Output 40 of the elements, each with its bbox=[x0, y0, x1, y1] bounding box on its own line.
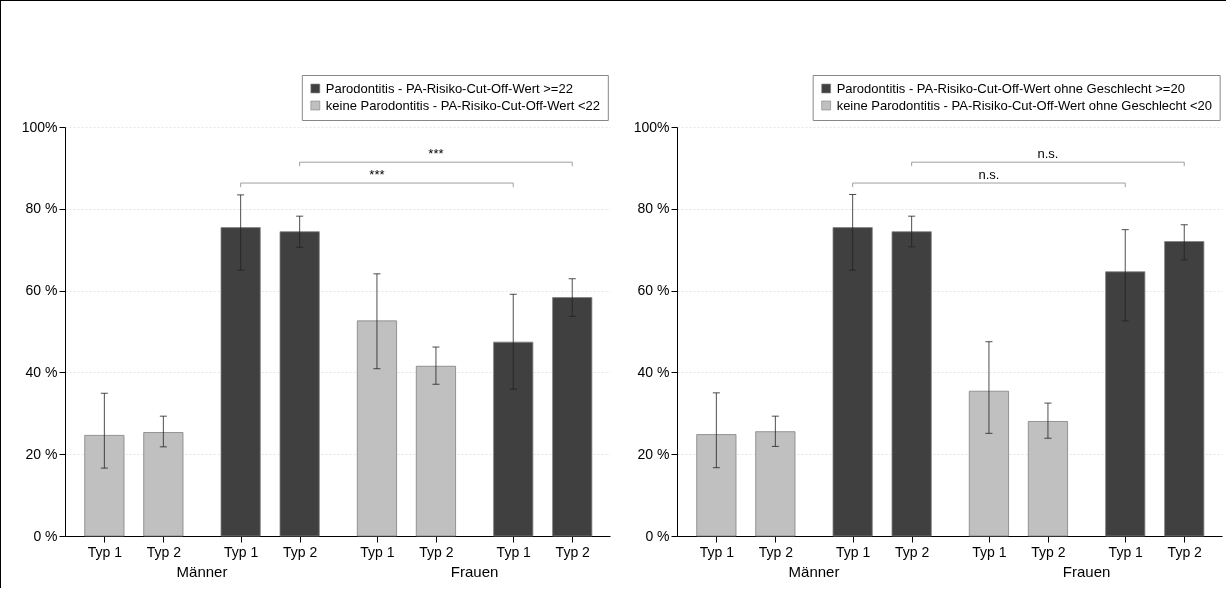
annotation: n.s. bbox=[1037, 146, 1059, 162]
x-tick-label: Typ 1 bbox=[224, 543, 259, 560]
annotation: n.s. bbox=[978, 167, 1000, 183]
x-tick-label: Typ 2 bbox=[419, 543, 454, 560]
y-tick-label: 0 % bbox=[645, 527, 670, 544]
y-tick-label: 20 % bbox=[637, 445, 670, 462]
x-tick-label: Typ 2 bbox=[283, 543, 318, 560]
x-tick-label: Typ 1 bbox=[699, 543, 735, 560]
y-tick-label: 80 % bbox=[25, 200, 58, 217]
annotation: *** bbox=[428, 146, 444, 162]
text: Männer bbox=[176, 562, 228, 580]
x-tick-label: Typ 1 bbox=[87, 543, 123, 560]
legend-label: keine Parodontitis - PA-Risiko-Cut-Off-Wert ohne Geschlecht <20 bbox=[836, 97, 1212, 113]
y-tick-label: 60 % bbox=[637, 282, 670, 299]
y-tick-label: 40 % bbox=[637, 363, 670, 380]
y-tick-label: 40 % bbox=[25, 363, 58, 380]
y-tick-label: 20 % bbox=[25, 445, 58, 462]
text: Frauen bbox=[1062, 562, 1111, 580]
y-tick-label: 0 % bbox=[33, 527, 58, 544]
y-tick-label: 60 % bbox=[25, 282, 58, 299]
y-tick-label: 80 % bbox=[637, 200, 670, 217]
y-tick-label: 100% bbox=[21, 118, 58, 135]
text: Männer bbox=[788, 562, 840, 580]
legend-label: Parodontitis - PA-Risiko-Cut-Off-Wert >=22 bbox=[325, 80, 573, 96]
legend-label: Parodontitis - PA-Risiko-Cut-Off-Wert ohne Geschlecht >=20 bbox=[836, 80, 1185, 96]
x-tick-label: Typ 2 bbox=[146, 543, 182, 560]
x-tick-label: Typ 2 bbox=[895, 543, 930, 560]
x-tick-label: Typ 1 bbox=[496, 543, 532, 560]
text: Frauen bbox=[450, 562, 499, 580]
y-tick-label: 100% bbox=[633, 118, 670, 135]
x-tick-label: Typ 1 bbox=[1108, 543, 1144, 560]
annotation: *** bbox=[369, 167, 385, 183]
x-tick-label: Typ 2 bbox=[555, 543, 591, 560]
x-tick-label: Typ 2 bbox=[1031, 543, 1066, 560]
x-tick-label: Typ 1 bbox=[972, 543, 1007, 560]
x-tick-label: Typ 1 bbox=[360, 543, 395, 560]
x-tick-label: Typ 2 bbox=[758, 543, 794, 560]
x-tick-label: Typ 1 bbox=[836, 543, 871, 560]
x-tick-label: Typ 2 bbox=[1167, 543, 1203, 560]
legend-label: keine Parodontitis - PA-Risiko-Cut-Off-Wert <22 bbox=[325, 97, 601, 113]
